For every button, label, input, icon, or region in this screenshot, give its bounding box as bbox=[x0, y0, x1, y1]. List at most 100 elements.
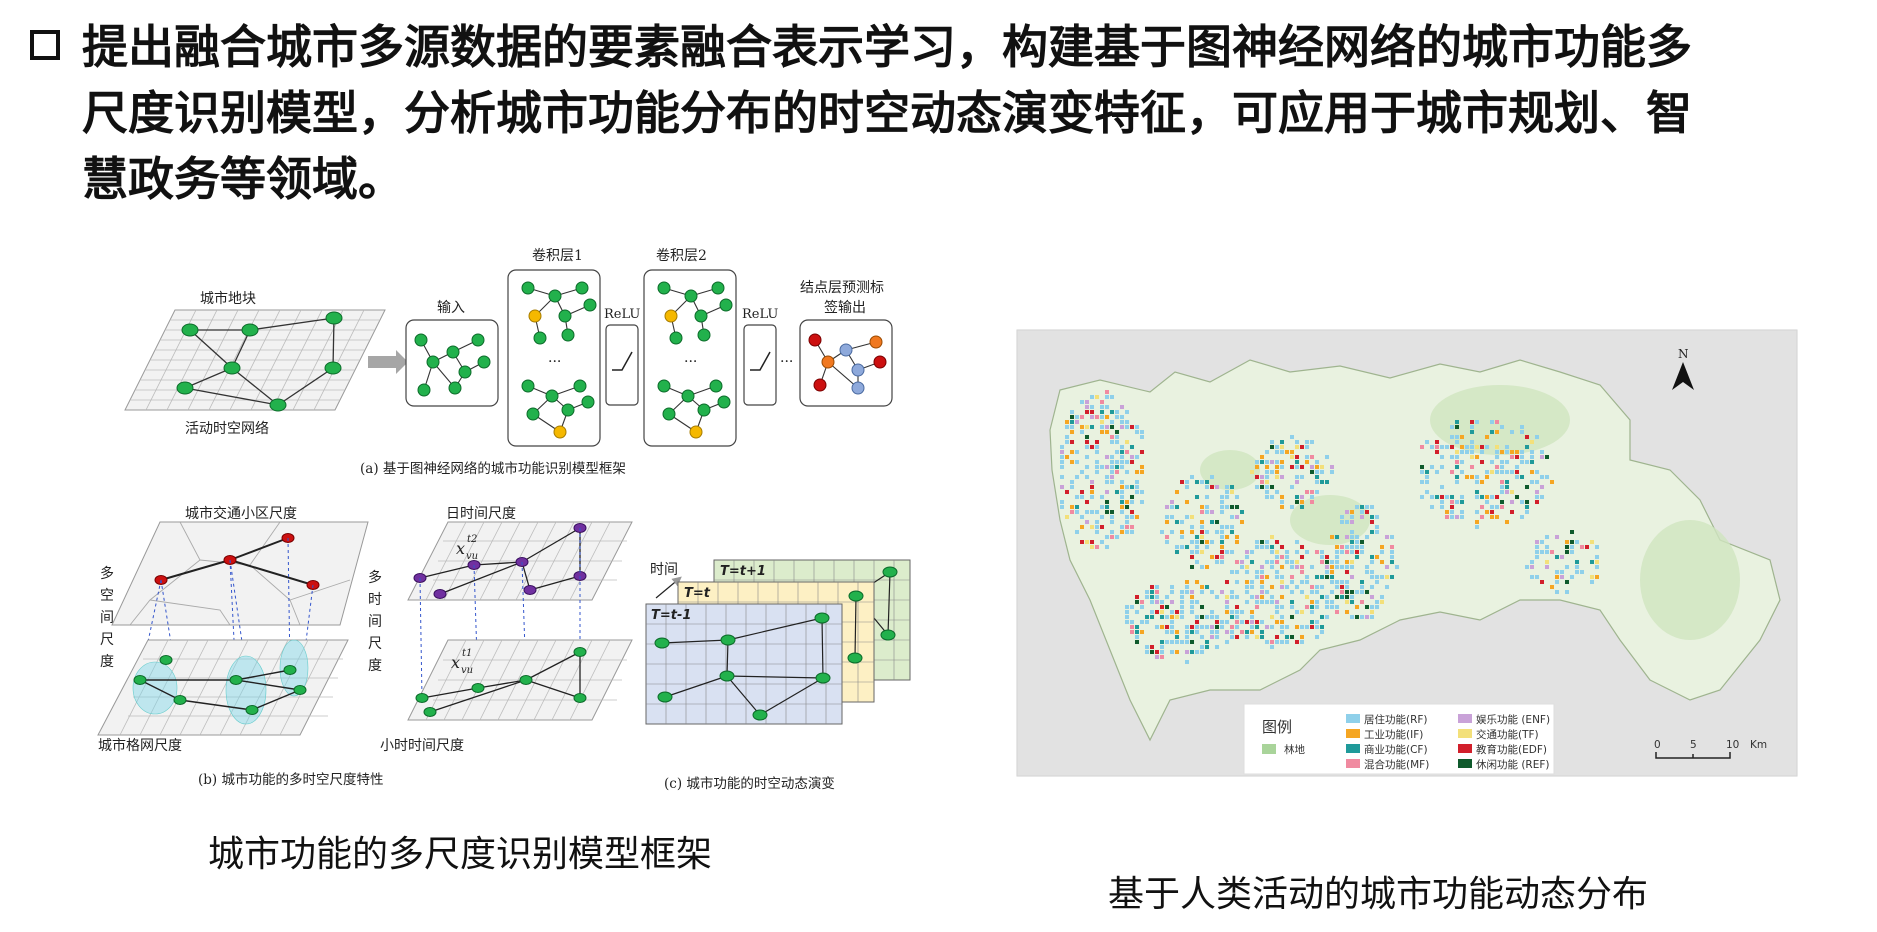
function-pixel bbox=[1490, 495, 1494, 499]
function-pixel bbox=[1320, 575, 1324, 579]
function-pixel bbox=[1115, 435, 1119, 439]
function-pixel bbox=[1210, 590, 1214, 594]
function-pixel bbox=[1470, 455, 1474, 459]
function-pixel bbox=[1365, 565, 1369, 569]
function-pixel bbox=[1475, 490, 1479, 494]
legend-swatch-4 bbox=[1346, 744, 1360, 753]
headline-line-2: 尺度识别模型，分析城市功能分布的时空动态演变特征，可应用于城市规划、智 bbox=[82, 86, 1692, 140]
function-pixel bbox=[1350, 615, 1354, 619]
function-pixel bbox=[1225, 550, 1229, 554]
function-pixel bbox=[1080, 490, 1084, 494]
function-pixel bbox=[1195, 600, 1199, 604]
caption-panel-a: (a) 基于图神经网络的城市功能识别模型框架 bbox=[360, 460, 626, 477]
relu1-curve-icon bbox=[612, 351, 633, 371]
legend-swatch-7 bbox=[1458, 759, 1472, 768]
function-pixel bbox=[1255, 460, 1259, 464]
function-pixel bbox=[1130, 620, 1134, 624]
function-pixel bbox=[1230, 525, 1234, 529]
function-pixel bbox=[1525, 505, 1529, 509]
function-pixel bbox=[1110, 515, 1114, 519]
function-pixel bbox=[1300, 610, 1304, 614]
function-pixel bbox=[1190, 640, 1194, 644]
function-pixel bbox=[1260, 455, 1264, 459]
function-pixel bbox=[1485, 435, 1489, 439]
function-pixel bbox=[1360, 585, 1364, 589]
function-pixel bbox=[1235, 605, 1239, 609]
function-pixel bbox=[1160, 615, 1164, 619]
function-pixel bbox=[1460, 470, 1464, 474]
function-pixel bbox=[1300, 590, 1304, 594]
function-pixel bbox=[1530, 470, 1534, 474]
function-pixel bbox=[1265, 560, 1269, 564]
function-pixel bbox=[1425, 490, 1429, 494]
function-pixel bbox=[1260, 595, 1264, 599]
legend-swatch-3 bbox=[1458, 729, 1472, 738]
function-pixel bbox=[1295, 625, 1299, 629]
panel-b: 城市交通小区尺度 多 空 间 尺 度 bbox=[97, 505, 633, 788]
function-pixel bbox=[1315, 635, 1319, 639]
function-pixel bbox=[1135, 430, 1139, 434]
function-pixel bbox=[1130, 460, 1134, 464]
legend-swatch-2 bbox=[1346, 729, 1360, 738]
function-pixel bbox=[1325, 605, 1329, 609]
function-pixel bbox=[1300, 500, 1304, 504]
function-pixel bbox=[1485, 510, 1489, 514]
function-pixel bbox=[1490, 515, 1494, 519]
north-label: N bbox=[1678, 347, 1689, 361]
function-pixel bbox=[1375, 515, 1379, 519]
function-pixel bbox=[1525, 445, 1529, 449]
function-pixel bbox=[1225, 595, 1229, 599]
function-pixel bbox=[1540, 450, 1544, 454]
function-pixel bbox=[1285, 550, 1289, 554]
function-pixel bbox=[1065, 455, 1069, 459]
function-pixel bbox=[1530, 565, 1534, 569]
function-pixel bbox=[1375, 530, 1379, 534]
function-pixel bbox=[1430, 495, 1434, 499]
function-pixel bbox=[1140, 605, 1144, 609]
function-pixel bbox=[1225, 600, 1229, 604]
function-pixel bbox=[1570, 550, 1574, 554]
function-pixel bbox=[1180, 600, 1184, 604]
function-pixel bbox=[1545, 455, 1549, 459]
function-pixel bbox=[1070, 410, 1074, 414]
function-pixel bbox=[1120, 510, 1124, 514]
function-pixel bbox=[1335, 550, 1339, 554]
function-pixel bbox=[1185, 580, 1189, 584]
function-pixel bbox=[1180, 595, 1184, 599]
function-pixel bbox=[1185, 515, 1189, 519]
function-pixel bbox=[1120, 500, 1124, 504]
function-pixel bbox=[1450, 515, 1454, 519]
function-pixel bbox=[1260, 635, 1264, 639]
function-pixel bbox=[1155, 590, 1159, 594]
function-pixel bbox=[1300, 545, 1304, 549]
function-pixel bbox=[1105, 480, 1109, 484]
function-pixel bbox=[1200, 585, 1204, 589]
function-pixel bbox=[1075, 530, 1079, 534]
function-pixel bbox=[1295, 440, 1299, 444]
function-pixel bbox=[1255, 570, 1259, 574]
function-pixel bbox=[1225, 485, 1229, 489]
function-pixel bbox=[1115, 465, 1119, 469]
function-pixel bbox=[1435, 445, 1439, 449]
legend-box bbox=[1243, 703, 1555, 775]
function-pixel bbox=[1185, 625, 1189, 629]
x-top-var: x bbox=[456, 539, 465, 558]
function-pixel bbox=[1080, 495, 1084, 499]
function-pixel bbox=[1305, 580, 1309, 584]
function-pixel bbox=[1245, 600, 1249, 604]
legend-swatch-5 bbox=[1458, 744, 1472, 753]
function-pixel bbox=[1480, 480, 1484, 484]
function-pixel bbox=[1265, 590, 1269, 594]
function-pixel bbox=[1125, 525, 1129, 529]
function-pixel bbox=[1085, 445, 1089, 449]
function-pixel bbox=[1365, 535, 1369, 539]
city-function-map: N 图例 林地 居住功能(RF) 娱乐功能 (ENF) 工业功能(IF) 交通功能(T… bbox=[1016, 329, 1798, 777]
function-pixel bbox=[1480, 450, 1484, 454]
function-pixel bbox=[1090, 425, 1094, 429]
function-pixel bbox=[1365, 605, 1369, 609]
function-pixel bbox=[1095, 465, 1099, 469]
function-pixel bbox=[1280, 615, 1284, 619]
function-pixel bbox=[1360, 505, 1364, 509]
function-pixel bbox=[1075, 450, 1079, 454]
function-pixel bbox=[1450, 505, 1454, 509]
